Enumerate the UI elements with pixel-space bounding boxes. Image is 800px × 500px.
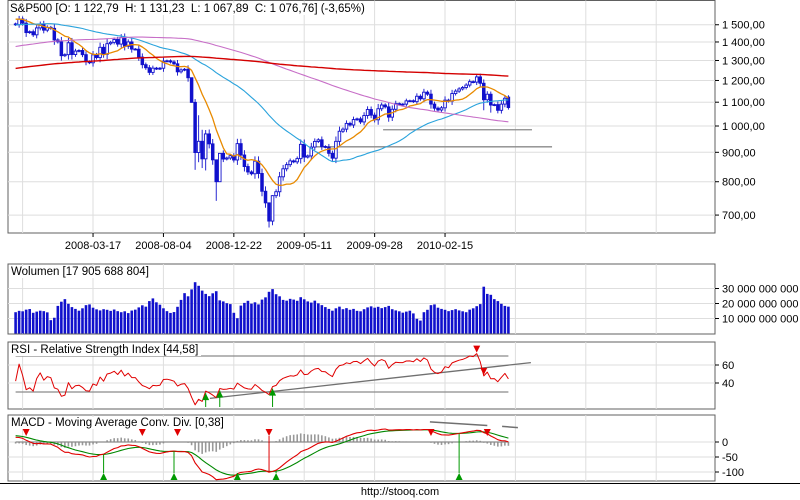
panel-borders <box>7 0 716 482</box>
rsi-line <box>15 353 509 406</box>
svg-text:1 100,00: 1 100,00 <box>722 97 765 109</box>
svg-text:1 300,00: 1 300,00 <box>722 55 765 67</box>
macd-hgrid <box>8 441 715 473</box>
macd-histogram <box>14 433 510 454</box>
candlestick-series <box>13 15 511 228</box>
svg-text:900,00: 900,00 <box>722 147 756 159</box>
rsi-sell-arrows <box>473 345 488 375</box>
macd-panel-label: MACD - Moving Average Conv. Div. [0,38] <box>11 417 227 429</box>
svg-text:1 200,00: 1 200,00 <box>722 75 765 87</box>
svg-text:1 000,00: 1 000,00 <box>722 121 765 133</box>
volume-bars <box>14 282 510 334</box>
rsi-panel-label: RSI - Relative Strength Index [44,58] <box>11 344 202 356</box>
svg-text:2009-09-28: 2009-09-28 <box>346 240 402 252</box>
svg-text:30 000 000 000: 30 000 000 000 <box>722 284 798 296</box>
svg-text:1 400,00: 1 400,00 <box>722 37 765 49</box>
macd-sell-arrows <box>22 429 491 472</box>
right-axis: 1 500,00 1 400,00 1 300,00 1 200,00 1 100,00… <box>715 20 798 479</box>
site-url: http://stooq.com <box>360 486 440 498</box>
main-grid <box>22 0 657 233</box>
svg-text:10 000 000 000: 10 000 000 000 <box>722 314 798 326</box>
svg-text:2008-12-22: 2008-12-22 <box>206 240 262 252</box>
macd-signal-line <box>15 429 509 476</box>
sma10-line <box>15 18 509 187</box>
svg-text:40: 40 <box>722 378 734 390</box>
date-axis: 2008-03-17 2008-08-04 2008-12-22 2009-05-11… <box>65 233 473 252</box>
svg-text:0: 0 <box>722 437 728 449</box>
svg-text:2010-02-15: 2010-02-15 <box>417 240 473 252</box>
main-chart-title: S&P500 [O: 1 122,79 H: 1 131,23 L: 1 067… <box>10 3 368 15</box>
main-hgrid <box>8 24 715 216</box>
svg-text:800,00: 800,00 <box>722 177 756 189</box>
svg-text:2008-08-04: 2008-08-04 <box>135 240 191 252</box>
rsi-buy-arrows <box>202 388 277 407</box>
volume-panel-label: Wolumen [17 905 688 804] <box>11 266 152 278</box>
rsi-trendline <box>209 361 531 400</box>
sma40-line <box>15 23 509 163</box>
svg-text:2009-05-11: 2009-05-11 <box>277 240 332 252</box>
macd-line <box>15 428 509 481</box>
rsi-hgrid <box>8 364 715 384</box>
svg-text:-100: -100 <box>722 467 744 479</box>
svg-text:700,00: 700,00 <box>722 210 756 222</box>
sma200-line <box>15 55 509 77</box>
macd-buy-arrows <box>100 433 463 480</box>
svg-text:60: 60 <box>722 360 734 372</box>
support-level-lines <box>313 129 553 148</box>
svg-text:1 500,00: 1 500,00 <box>722 20 765 32</box>
svg-text:2008-03-17: 2008-03-17 <box>65 240 121 252</box>
svg-text:20 000 000 000: 20 000 000 000 <box>722 299 798 311</box>
macd-trendline <box>429 421 518 429</box>
sma100-line <box>15 36 509 123</box>
svg-text:-50: -50 <box>722 452 738 464</box>
